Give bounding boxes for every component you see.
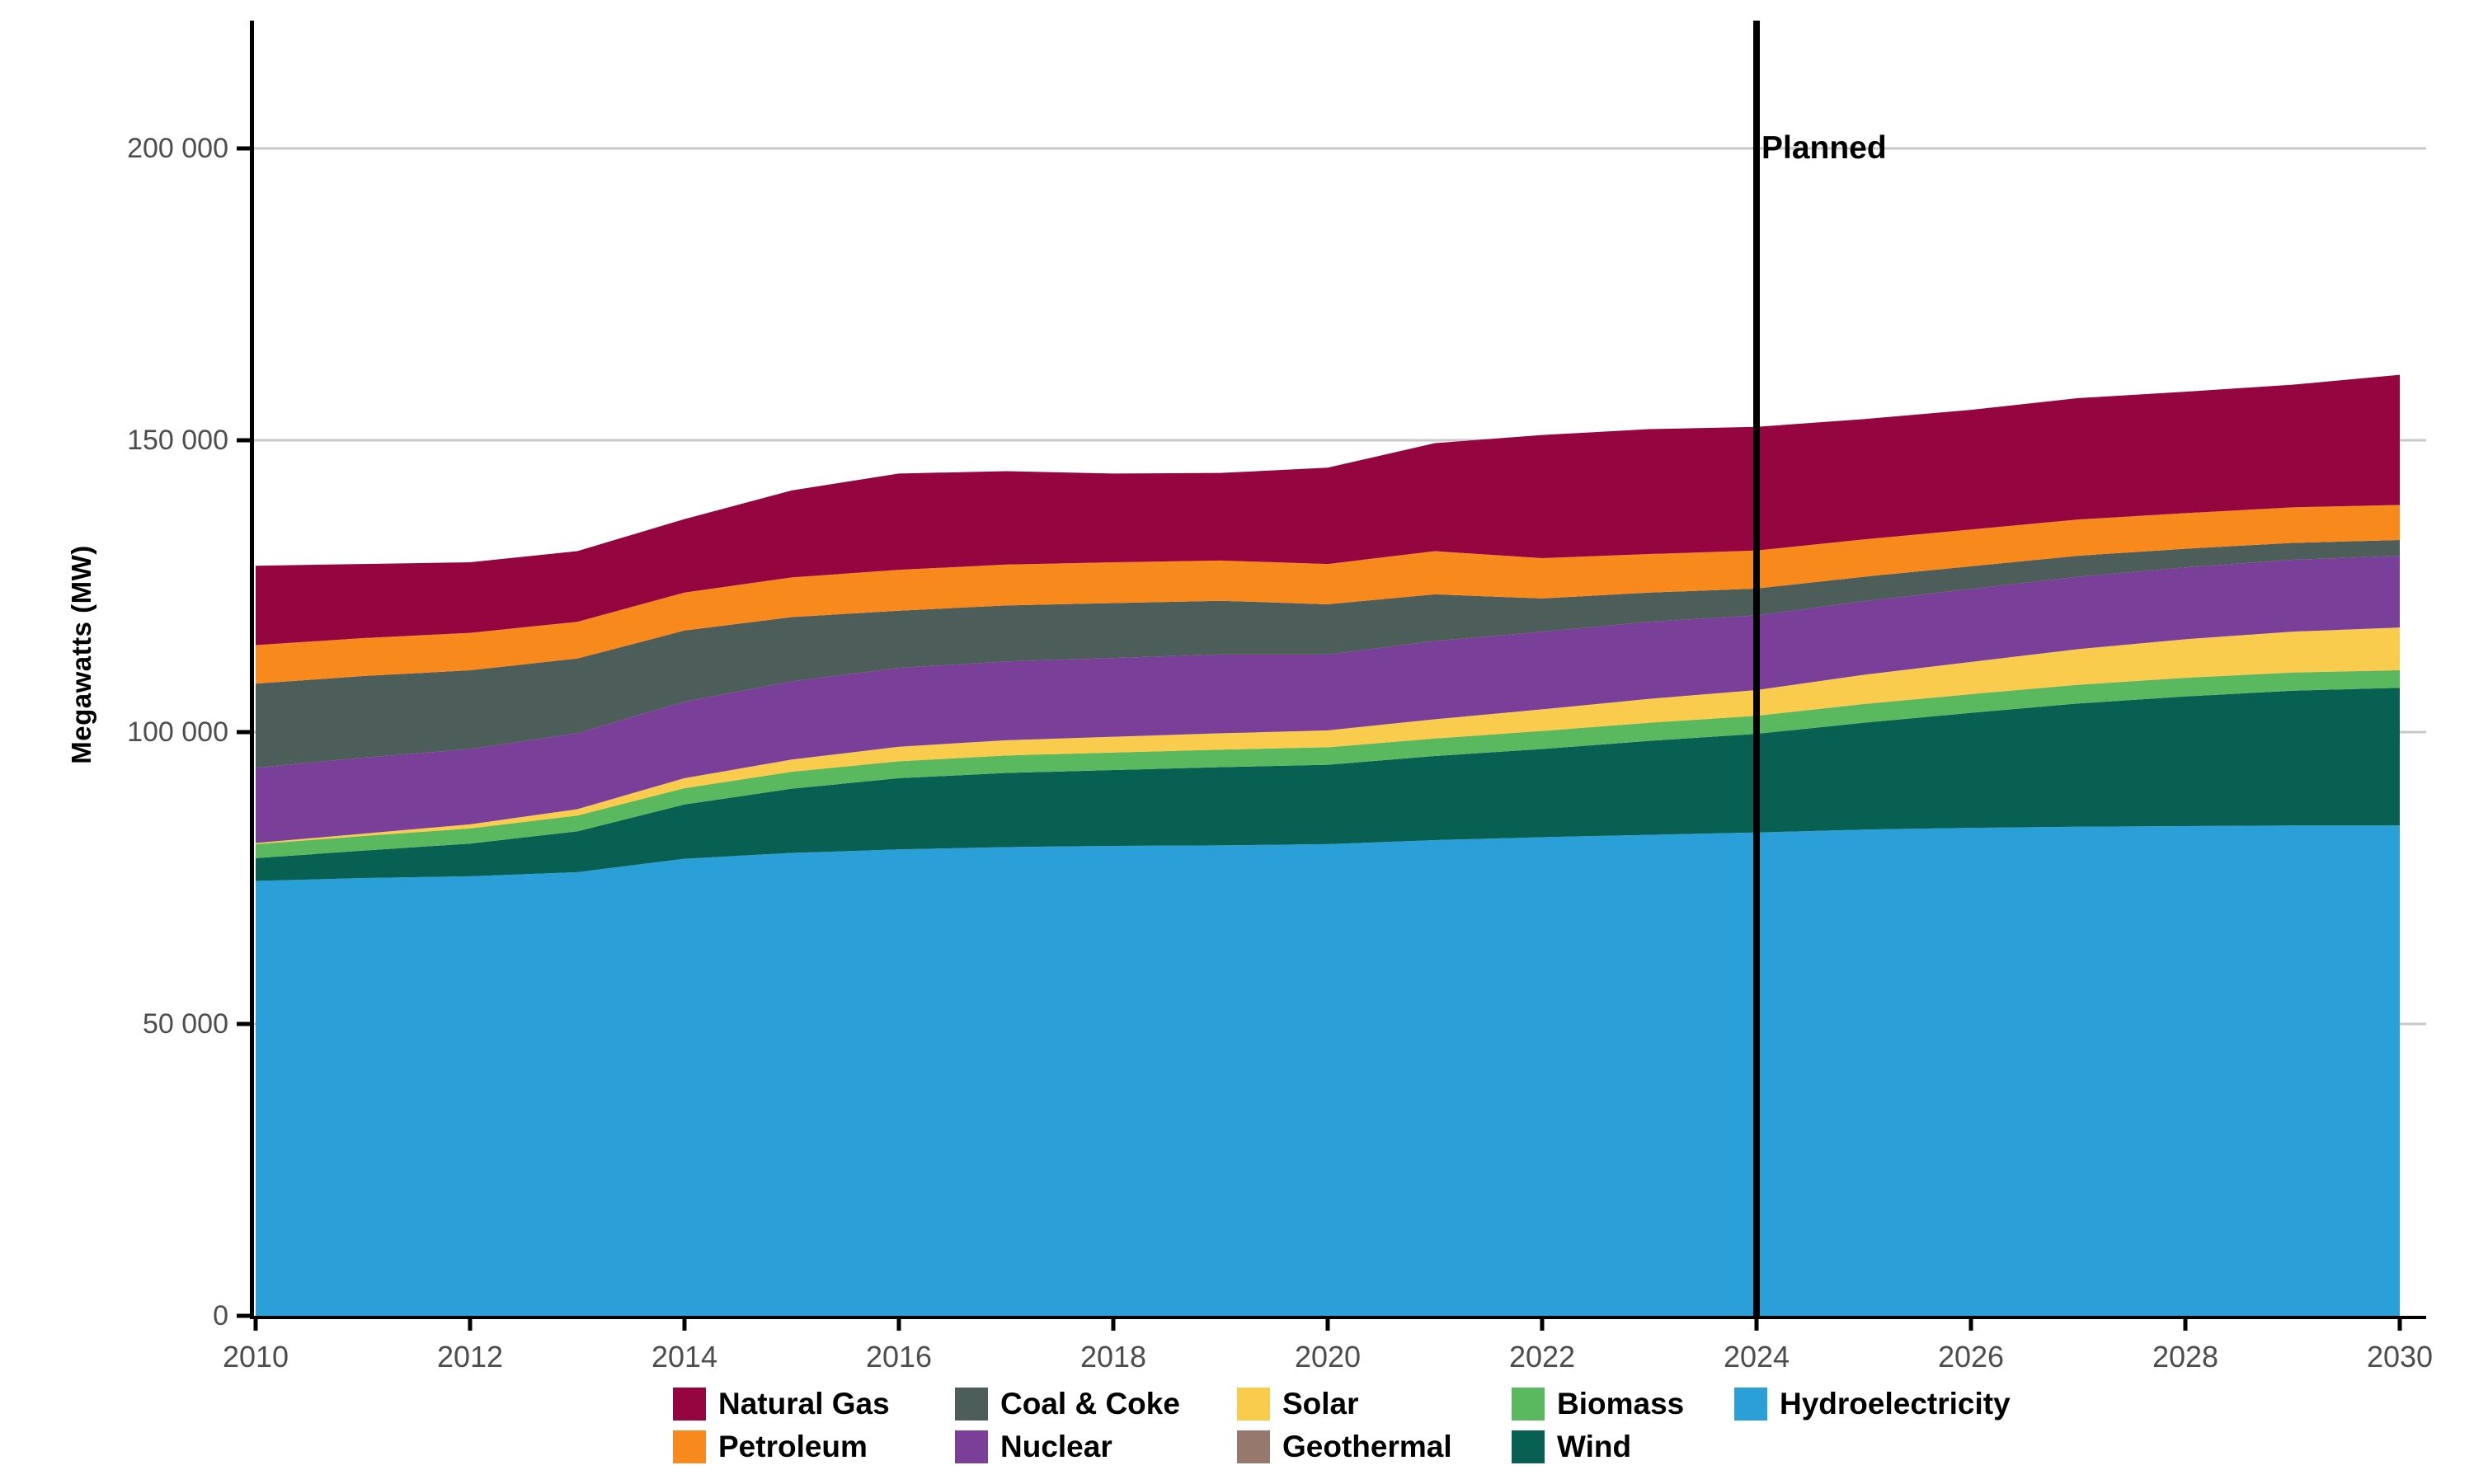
x-tick: [1325, 1319, 1330, 1331]
legend-label-nuclear: Nuclear: [1000, 1430, 1112, 1463]
y-axis-title: Megawatts (MW): [66, 545, 96, 764]
legend-item-hydroelectricity: Hydroelectricity: [1734, 1387, 2011, 1421]
legend-item-natural-gas: Natural Gas: [673, 1387, 955, 1421]
legend-label-solar: Solar: [1282, 1387, 1359, 1421]
x-tick: [682, 1319, 687, 1331]
x-axis-line: [250, 1316, 2426, 1319]
legend-item-coal-coke: Coal & Coke: [955, 1387, 1237, 1421]
y-tick: [237, 438, 250, 443]
x-tick-label: 2026: [1938, 1340, 2004, 1374]
legend-item-biomass: Biomass: [1512, 1387, 1734, 1421]
area-natural-gas: [256, 374, 2400, 646]
legend-label-biomass: Biomass: [1557, 1387, 1685, 1421]
legend-item-geothermal: Geothermal: [1237, 1430, 1512, 1464]
legend-label-wind: Wind: [1557, 1430, 1632, 1463]
x-tick: [896, 1319, 901, 1331]
x-tick-label: 2024: [1724, 1340, 1790, 1374]
x-tick: [253, 1319, 258, 1331]
x-tick: [468, 1319, 473, 1331]
y-axis-line: [250, 21, 254, 1319]
area-coal-coke: [256, 539, 2400, 768]
planned-line: [1753, 21, 1760, 1319]
legend-item-petroleum: Petroleum: [673, 1430, 955, 1464]
area-biomass: [256, 669, 2400, 858]
x-tick: [2183, 1319, 2188, 1331]
y-tick-label: 50 000: [143, 1008, 228, 1040]
x-tick: [1111, 1319, 1116, 1331]
x-tick-label: 2012: [437, 1340, 503, 1374]
area-petroleum: [256, 505, 2400, 684]
y-tick: [237, 146, 250, 151]
y-tick: [237, 730, 250, 735]
x-tick: [1968, 1319, 1973, 1331]
legend-item-nuclear: Nuclear: [955, 1430, 1237, 1464]
area-solar: [256, 627, 2400, 844]
legend-swatch-nuclear: [955, 1430, 988, 1463]
area-hydroelectricity: [256, 825, 2400, 1316]
x-tick-label: 2030: [2367, 1340, 2433, 1374]
x-tick-label: 2016: [866, 1340, 932, 1374]
legend-swatch-petroleum: [673, 1430, 706, 1463]
legend-swatch-geothermal: [1237, 1430, 1270, 1463]
y-tick: [237, 1021, 250, 1026]
y-tick-label: 100 000: [127, 716, 228, 748]
area-nuclear: [256, 556, 2400, 843]
legend-label-petroleum: Petroleum: [718, 1430, 868, 1463]
x-tick: [1540, 1319, 1545, 1331]
legend-swatch-coal-coke: [955, 1388, 988, 1421]
legend-swatch-wind: [1512, 1430, 1545, 1463]
legend-swatch-natural-gas: [673, 1388, 706, 1421]
x-tick-label: 2010: [223, 1340, 289, 1374]
x-tick-label: 2018: [1080, 1340, 1146, 1374]
legend-label-geothermal: Geothermal: [1282, 1430, 1452, 1463]
x-tick: [2397, 1319, 2402, 1331]
x-tick-label: 2028: [2152, 1340, 2218, 1374]
x-tick: [1754, 1319, 1759, 1331]
legend-label-natural-gas: Natural Gas: [718, 1387, 890, 1421]
y-tick: [237, 1313, 250, 1318]
legend: Natural Gas Coal & Coke Solar Biomass Hydroe…: [673, 1387, 2011, 1464]
legend-swatch-solar: [1237, 1388, 1270, 1421]
x-tick-label: 2022: [1509, 1340, 1575, 1374]
y-tick-label: 0: [213, 1300, 228, 1331]
y-tick-label: 150 000: [127, 425, 228, 456]
planned-label: Planned: [1761, 130, 1887, 166]
area-wind: [256, 688, 2400, 881]
legend-item-solar: Solar: [1237, 1387, 1512, 1421]
legend-label-coal-coke: Coal & Coke: [1000, 1387, 1180, 1421]
legend-swatch-biomass: [1512, 1388, 1545, 1421]
y-tick-label: 200 000: [127, 133, 228, 164]
legend-label-hydroelectricity: Hydroelectricity: [1780, 1387, 2011, 1421]
legend-item-wind: Wind: [1512, 1430, 1734, 1464]
x-tick-label: 2020: [1295, 1340, 1361, 1374]
legend-swatch-hydroelectricity: [1734, 1388, 1767, 1421]
x-tick-label: 2014: [651, 1340, 717, 1374]
